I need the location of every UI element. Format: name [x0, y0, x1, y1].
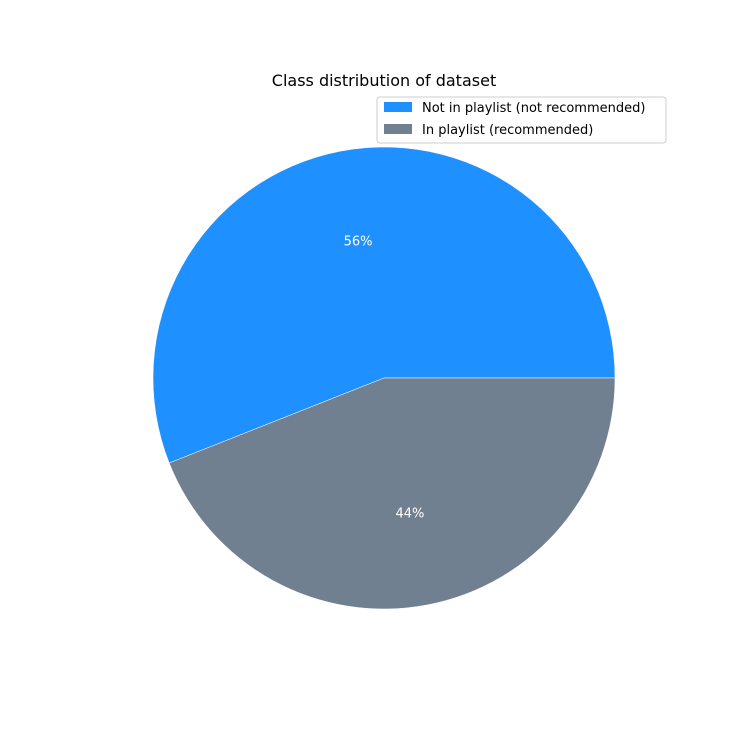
legend: Not in playlist (not recommended) In pla…: [376, 96, 667, 144]
legend-label-not-in-playlist: Not in playlist (not recommended): [422, 101, 645, 116]
legend-label-in-playlist: In playlist (recommended): [422, 123, 593, 138]
chart-title: Class distribution of dataset: [272, 71, 496, 90]
legend-swatch-not-in-playlist: [384, 102, 412, 112]
legend-swatch-in-playlist: [384, 124, 412, 134]
pie-percent-label-in-playlist: 44%: [396, 507, 425, 522]
pie-slice-in-playlist: [168, 377, 616, 610]
pie-percent-label-not-in-playlist: 56%: [344, 234, 373, 249]
legend-frame: [376, 96, 667, 144]
pie-slice-not-in-playlist: [152, 146, 616, 464]
pie-group: 56% 44%: [152, 146, 616, 610]
